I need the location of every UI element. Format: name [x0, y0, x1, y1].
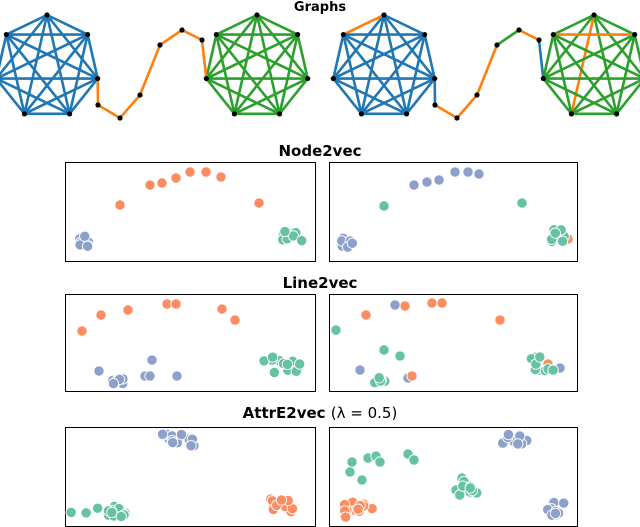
embedding-point: [463, 167, 473, 177]
embedding-point: [82, 241, 92, 251]
embedding-point: [217, 304, 227, 314]
embedding-point: [355, 365, 365, 375]
embedding-point: [427, 298, 437, 308]
embedding-point: [495, 315, 505, 325]
embedding-point: [176, 429, 186, 439]
embedding-point: [409, 180, 419, 190]
embedding-point: [340, 512, 350, 522]
embedding-point: [186, 441, 196, 451]
embedding-point: [422, 177, 432, 187]
embedding-point: [216, 172, 226, 182]
embedding-point: [107, 507, 117, 517]
embedding-point: [185, 167, 195, 177]
embedding-point: [201, 167, 211, 177]
embedding-point: [550, 508, 560, 518]
embedding-point: [171, 173, 181, 183]
embedding-point: [374, 373, 384, 383]
embedding-point: [465, 483, 475, 493]
embedding-point: [535, 352, 545, 362]
embedding-point: [282, 359, 292, 369]
embedding-point: [116, 511, 126, 521]
embedding-point: [513, 439, 523, 449]
embedding-point: [157, 429, 167, 439]
embedding-point: [77, 326, 87, 336]
embedding-point: [559, 498, 569, 508]
embedding-point: [94, 366, 104, 376]
embedding-point: [80, 231, 90, 241]
embedding-point: [276, 495, 286, 505]
embedding-point: [92, 503, 102, 513]
embedding-point: [407, 371, 417, 381]
embedding-point: [115, 200, 125, 210]
embedding-point: [267, 352, 277, 362]
embedding-point: [550, 228, 560, 238]
embedding-point: [450, 167, 460, 177]
embedding-point: [331, 325, 341, 335]
embedding-point: [145, 371, 155, 381]
embedding-point: [548, 365, 558, 375]
embedding-point: [294, 359, 304, 369]
embedding-point: [347, 457, 357, 467]
embedding-point: [172, 371, 182, 381]
embedding-point: [171, 299, 181, 309]
embedding-point: [379, 345, 389, 355]
embedding-point: [230, 315, 240, 325]
embedding-point: [557, 236, 567, 246]
embedding-point: [296, 235, 306, 245]
embedding-point: [474, 169, 484, 179]
embedding-point: [347, 238, 357, 248]
embedding-point: [395, 351, 405, 361]
embedding-point: [66, 507, 76, 517]
embedding-point: [167, 437, 177, 447]
embedding-point: [145, 180, 155, 190]
embedding-point: [434, 175, 444, 185]
embedding-point: [437, 298, 447, 308]
embedding-point: [157, 178, 167, 188]
embedding-point: [400, 301, 410, 311]
embedding-point: [81, 508, 91, 518]
embedding-point: [390, 300, 400, 310]
embedding-point: [375, 457, 385, 467]
embedding-point: [123, 305, 133, 315]
embedding-point: [269, 367, 279, 377]
embedding-point: [379, 201, 389, 211]
embedding-point: [353, 504, 363, 514]
embedding-point: [357, 475, 367, 485]
embedding-point: [503, 429, 513, 439]
embedding-point: [517, 198, 527, 208]
embedding-point: [96, 310, 106, 320]
embedding-point: [361, 310, 371, 320]
embedding-point: [345, 467, 355, 477]
embedding-point: [280, 226, 290, 236]
embedding-point: [147, 355, 157, 365]
embedding-point: [409, 455, 419, 465]
embedding-point: [254, 198, 264, 208]
embedding-point: [108, 378, 118, 388]
